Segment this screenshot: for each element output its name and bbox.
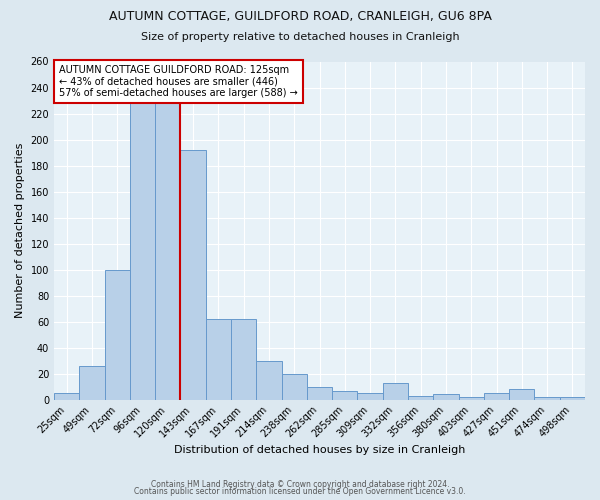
X-axis label: Distribution of detached houses by size in Cranleigh: Distribution of detached houses by size … <box>174 445 465 455</box>
Bar <box>535 397 560 400</box>
Bar <box>206 319 231 400</box>
Y-axis label: Number of detached properties: Number of detached properties <box>15 143 25 318</box>
Bar <box>484 393 509 400</box>
Bar <box>509 390 535 400</box>
Bar <box>155 103 181 400</box>
Bar <box>79 366 104 400</box>
Text: Contains public sector information licensed under the Open Government Licence v3: Contains public sector information licen… <box>134 487 466 496</box>
Bar <box>104 270 130 400</box>
Bar <box>332 390 358 400</box>
Bar <box>408 396 433 400</box>
Bar <box>54 393 79 400</box>
Bar <box>256 360 281 400</box>
Bar <box>560 397 585 400</box>
Bar <box>358 393 383 400</box>
Bar <box>231 319 256 400</box>
Text: AUTUMN COTTAGE, GUILDFORD ROAD, CRANLEIGH, GU6 8PA: AUTUMN COTTAGE, GUILDFORD ROAD, CRANLEIG… <box>109 10 491 23</box>
Bar <box>458 397 484 400</box>
Bar <box>181 150 206 400</box>
Text: Contains HM Land Registry data © Crown copyright and database right 2024.: Contains HM Land Registry data © Crown c… <box>151 480 449 489</box>
Bar <box>307 386 332 400</box>
Text: AUTUMN COTTAGE GUILDFORD ROAD: 125sqm
← 43% of detached houses are smaller (446): AUTUMN COTTAGE GUILDFORD ROAD: 125sqm ← … <box>59 65 298 98</box>
Bar <box>433 394 458 400</box>
Bar <box>281 374 307 400</box>
Text: Size of property relative to detached houses in Cranleigh: Size of property relative to detached ho… <box>140 32 460 42</box>
Bar <box>383 383 408 400</box>
Bar <box>130 103 155 400</box>
